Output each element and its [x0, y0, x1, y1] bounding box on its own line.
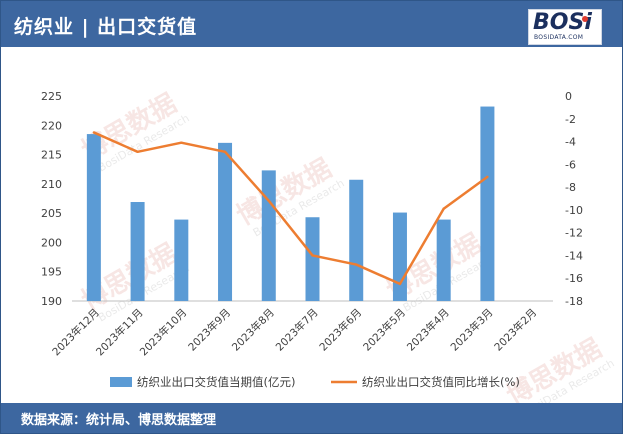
bar — [349, 179, 364, 301]
left-tick-label: 225 — [41, 90, 62, 103]
footer-bar: 数据来源：统计局、博思数据整理 — [1, 403, 622, 433]
bar — [218, 142, 233, 301]
logo-text: BOSi — [533, 10, 592, 35]
legend-line-label: 纺织业出口交货值同比增长(%) — [362, 375, 520, 389]
line-point — [311, 254, 314, 257]
x-tick-label: 2023年2月 — [492, 306, 540, 354]
page-title: 纺织业 | 出口交货值 — [14, 16, 198, 38]
legend: 纺织业出口交货值当期值(亿元) 纺织业出口交货值同比增长(%) — [110, 375, 520, 389]
left-tick-label: 220 — [41, 119, 62, 132]
growth-line — [93, 131, 489, 286]
line-point — [180, 141, 183, 144]
right-tick-label: -4 — [565, 136, 576, 149]
logo-subtext: BOSIDATA.COM — [534, 34, 584, 41]
line-point — [136, 150, 139, 154]
left-tick-label: 205 — [41, 207, 62, 220]
left-tick-label: 215 — [41, 149, 62, 162]
bosi-logo: BOSi BOSIDATA.COM — [528, 9, 602, 45]
bar — [130, 202, 145, 301]
right-axis: 0 -2 -4 -6 -8 -10 -12 -14 -16 -18 — [565, 90, 583, 308]
data-source: 数据来源：统计局、博思数据整理 — [21, 413, 217, 428]
right-tick-label: 0 — [565, 90, 572, 103]
right-tick-label: -14 — [565, 249, 583, 262]
left-tick-label: 200 — [41, 236, 62, 249]
bar — [436, 219, 451, 301]
legend-bar-label: 纺织业出口交货值当期值(亿元) — [137, 375, 295, 389]
line-series — [92, 131, 489, 286]
x-tick-label: 2023年10月 — [137, 306, 189, 358]
x-tick-label: 2023年6月 — [317, 306, 365, 354]
bar-series — [86, 106, 495, 301]
line-point — [92, 131, 96, 134]
line-point — [442, 207, 445, 210]
right-tick-label: -8 — [565, 181, 576, 194]
header-bar: 纺织业 | 出口交货值 BOSi BOSIDATA.COM — [1, 1, 622, 47]
right-tick-label: -16 — [565, 272, 583, 285]
x-axis-labels: 2023年12月2023年11月2023年10月2023年9月2023年8月20… — [50, 306, 540, 358]
x-tick-label: 2023年8月 — [229, 306, 277, 354]
bar — [261, 170, 276, 301]
line-point — [355, 263, 358, 266]
x-tick-label: 2023年5月 — [360, 306, 408, 354]
line-point — [223, 150, 227, 154]
bar — [305, 217, 320, 301]
chart-area: 博思数据 BosiData Research 博思数据 BosiData Resear… — [1, 48, 622, 420]
bar — [480, 106, 495, 301]
bar — [86, 134, 101, 301]
bar — [392, 212, 407, 301]
left-tick-label: 195 — [41, 266, 62, 279]
x-tick-label: 2023年7月 — [273, 306, 321, 354]
line-point — [267, 199, 270, 202]
line-point — [398, 282, 402, 286]
logo-dot-icon — [582, 16, 588, 22]
x-tick-label: 2023年3月 — [448, 306, 496, 354]
right-tick-label: -2 — [565, 113, 576, 126]
x-tick-label: 2023年4月 — [404, 306, 452, 354]
x-tick-label: 2023年9月 — [186, 306, 234, 354]
line-point — [486, 175, 489, 179]
right-tick-label: -18 — [565, 295, 583, 308]
left-tick-label: 190 — [41, 295, 62, 308]
right-tick-label: -10 — [565, 204, 583, 217]
right-tick-label: -6 — [565, 158, 576, 171]
left-tick-label: 210 — [41, 178, 62, 191]
bar — [174, 219, 189, 301]
legend-bar-swatch — [110, 377, 132, 387]
right-tick-label: -12 — [565, 227, 583, 240]
